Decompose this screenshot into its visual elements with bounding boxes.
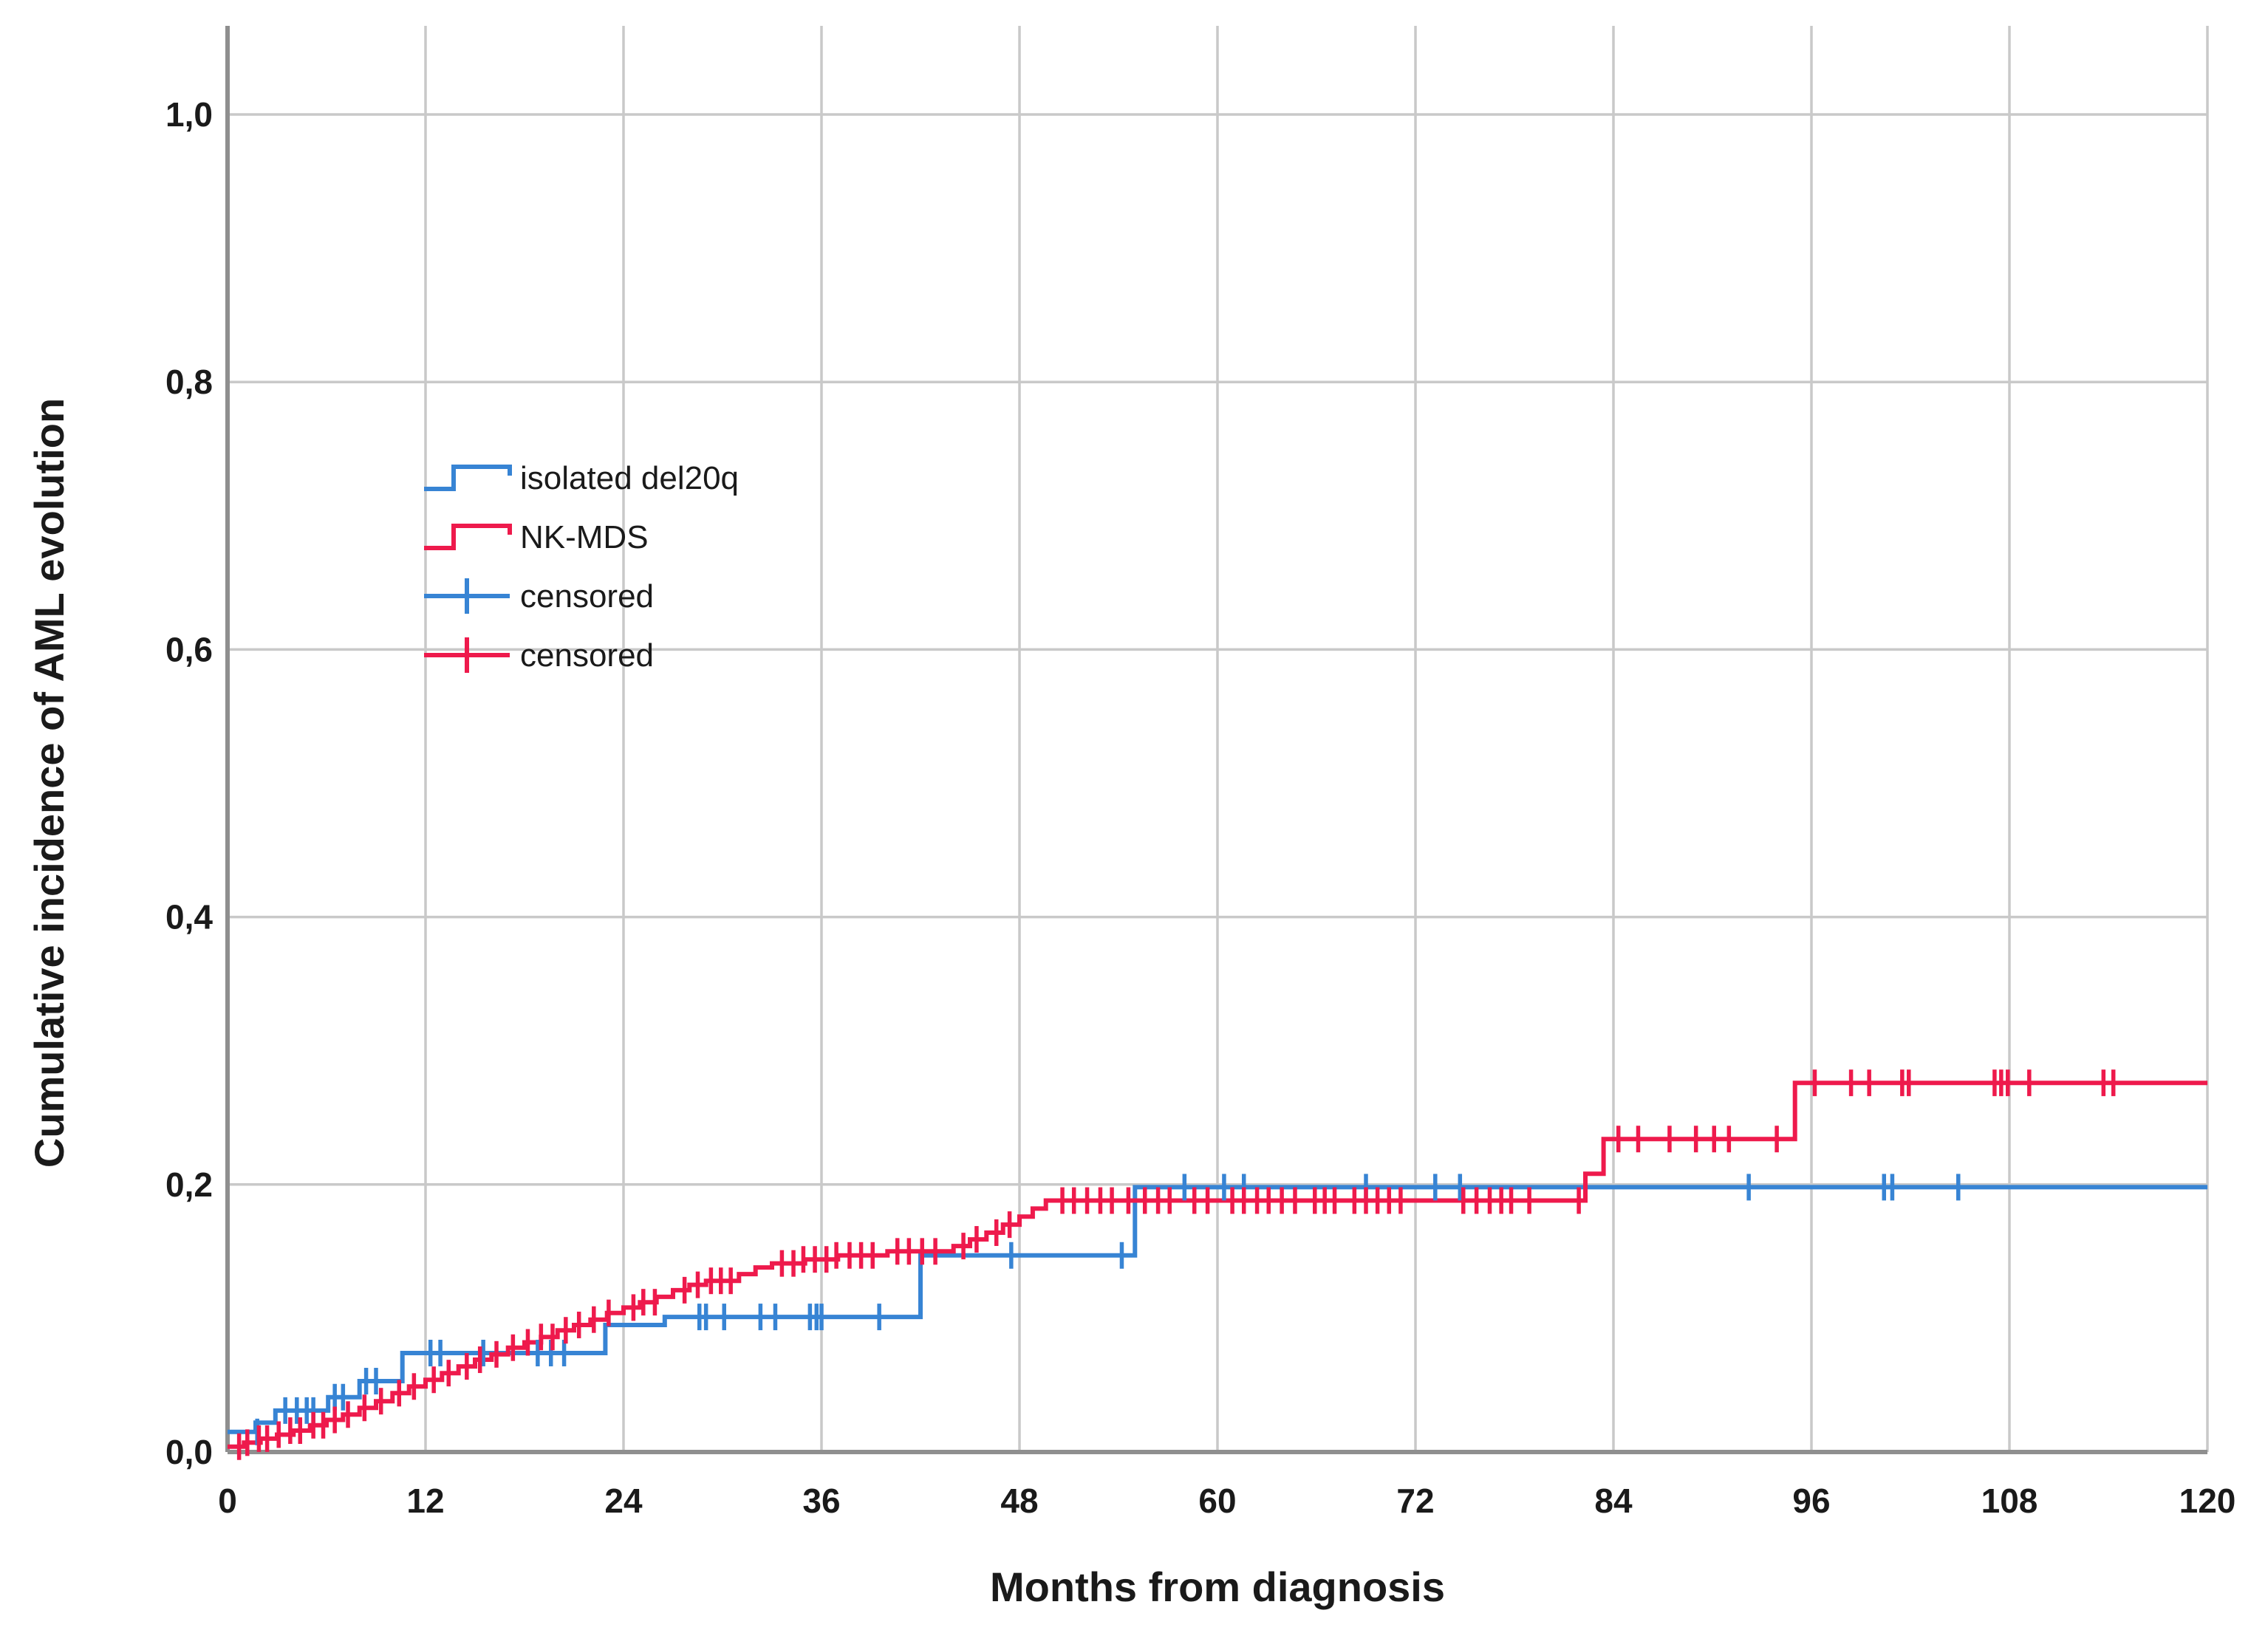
- x-tick-label: 84: [1594, 1482, 1633, 1520]
- x-tick-label: 0: [218, 1482, 237, 1520]
- series-line-isolated-del20q: [228, 1185, 2207, 1434]
- gridlines: [228, 26, 2209, 1452]
- legend-symbols: [424, 465, 512, 673]
- x-axis-title: Months from diagnosis: [990, 1564, 1445, 1610]
- y-tick-label: 0,8: [165, 363, 213, 401]
- censor-marks: [236, 1069, 2116, 1460]
- y-tick-label: 0,4: [165, 898, 213, 937]
- y-axis-title: Cumulative incidence of AML evolution: [26, 398, 72, 1168]
- axes: [225, 26, 2207, 1454]
- x-tick-label: 36: [802, 1482, 840, 1520]
- x-tick-label: 120: [2179, 1482, 2236, 1520]
- x-tick-label: 60: [1198, 1482, 1236, 1520]
- y-tick-label: 0,6: [165, 630, 213, 668]
- x-tick-label: 108: [1981, 1482, 2038, 1520]
- y-tick-label: 1,0: [165, 95, 213, 134]
- x-tick-label: 96: [1792, 1482, 1830, 1520]
- tick-labels: 0,0 0,2 0,4 0,6 0,8 1,0 0 12 24 36 48 60 72 84 96 108 12…: [165, 95, 2235, 1520]
- y-tick-label: 0,0: [165, 1433, 213, 1471]
- x-tick-label: 12: [406, 1482, 444, 1520]
- x-tick-label: 48: [1000, 1482, 1038, 1520]
- legend-step-symbol: [424, 524, 512, 550]
- legend: isolated del20q NK-MDS censored censored: [424, 460, 739, 674]
- legend-label-censored-blue: censored: [520, 578, 654, 614]
- legend-step-symbol: [424, 465, 512, 491]
- legend-label-censored-red: censored: [520, 637, 654, 674]
- x-tick-label: 72: [1396, 1482, 1434, 1520]
- legend-label-nk-mds: NK-MDS: [520, 519, 649, 555]
- y-tick-label: 0,2: [165, 1165, 213, 1204]
- x-tick-label: 24: [604, 1482, 643, 1520]
- legend-label-isolated-del20q: isolated del20q: [520, 460, 739, 496]
